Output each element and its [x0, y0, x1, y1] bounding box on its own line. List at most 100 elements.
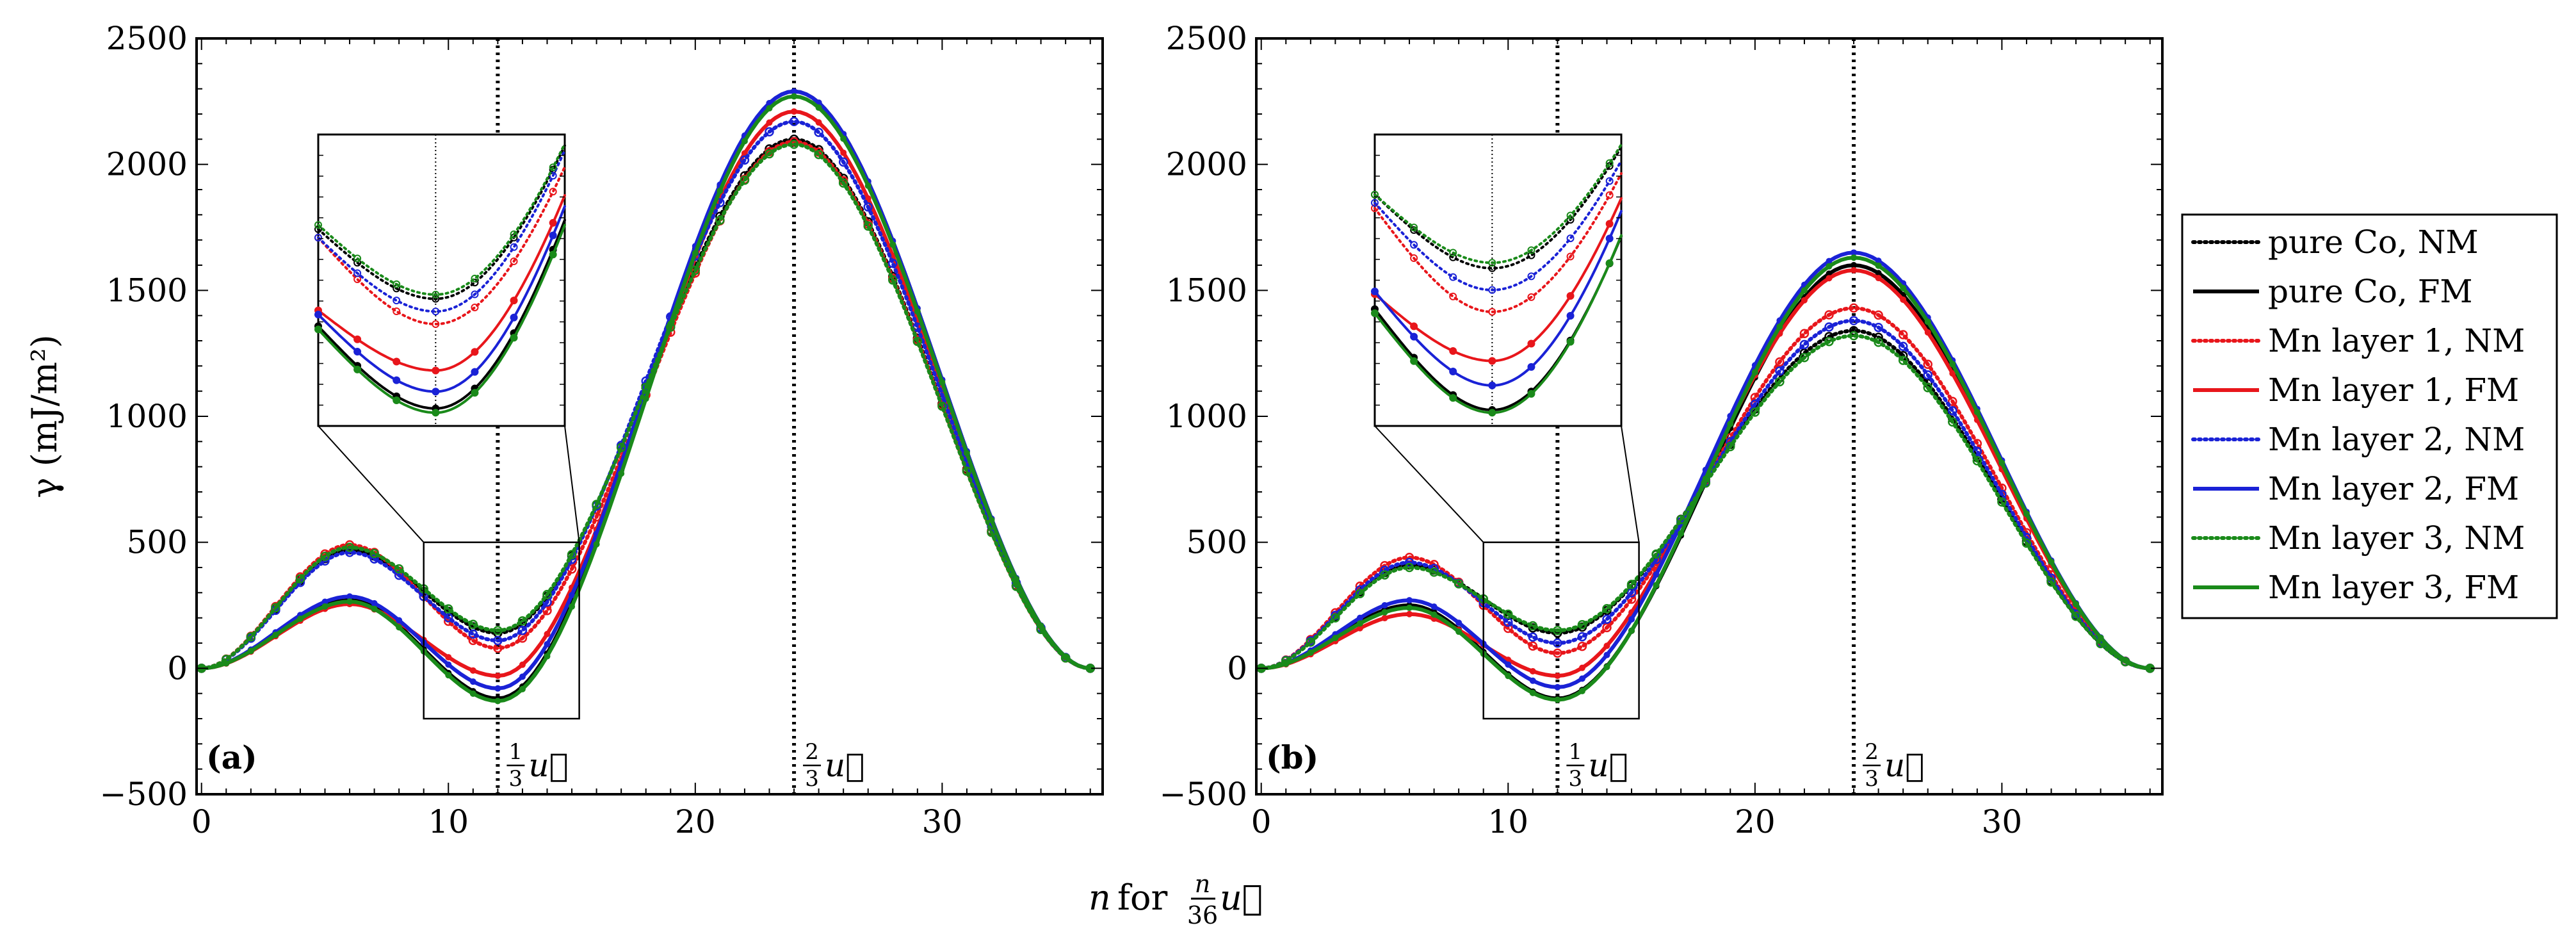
data-point: [320, 551, 330, 561]
legend-label-3: Mn layer 1, FM: [2268, 372, 2519, 409]
data-point: [1849, 316, 1859, 325]
data-point: [2023, 510, 2030, 518]
data-point: [468, 619, 478, 629]
data-point: [1948, 406, 1957, 416]
zoom-connector-right: [1621, 425, 1640, 543]
data-point: [1381, 608, 1388, 616]
vline-third-label-vec: u⃗: [1588, 747, 1628, 784]
data-point: [468, 635, 478, 646]
data-point: [2073, 601, 2080, 608]
inset-point: [393, 297, 401, 305]
data-point: [369, 554, 379, 564]
series-line-4: [199, 119, 1092, 671]
data-point: [766, 119, 773, 126]
inset-point: [1488, 264, 1496, 272]
inset-point: [471, 279, 479, 287]
data-point: [1750, 407, 1760, 417]
inset-series-0: [317, 144, 566, 300]
data-point: [840, 149, 847, 156]
inset-point: [1527, 339, 1535, 348]
inset-point: [471, 290, 479, 298]
inset-point: [1488, 381, 1496, 389]
data-point: [988, 516, 995, 523]
inset-point: [432, 290, 440, 298]
x-tick-label: 0: [191, 803, 212, 840]
data-point: [1727, 420, 1734, 427]
zoom-connector-right: [564, 425, 580, 543]
inset-point: [1488, 259, 1496, 267]
data-point: [1875, 275, 1882, 282]
y-tick-label: 0: [167, 649, 188, 687]
data-point: [1577, 641, 1587, 651]
x-tick-label: 30: [1982, 803, 2023, 840]
inset-point: [510, 313, 518, 322]
inset-point: [1449, 249, 1457, 257]
data-point: [321, 603, 328, 610]
data-point: [1577, 632, 1587, 642]
inset-point: [1527, 272, 1535, 281]
data-point: [396, 617, 403, 624]
y-tick-label: 2000: [1166, 146, 1247, 183]
data-point: [1849, 331, 1859, 341]
data-point: [1554, 696, 1561, 703]
data-point: [2046, 577, 2056, 587]
data-point: [1283, 660, 1290, 667]
data-point: [1973, 409, 1981, 416]
data-point: [1578, 664, 1585, 671]
data-point: [1406, 610, 1413, 617]
data-point: [1923, 383, 1932, 393]
inset-point: [432, 320, 440, 329]
inset-series-6: [1373, 143, 1623, 265]
inset-point: [1410, 357, 1418, 365]
data-point: [2122, 657, 2129, 664]
data-point: [544, 653, 551, 660]
data-point: [444, 613, 453, 623]
inset-point: [353, 254, 362, 263]
panel-b-plot-area: [1256, 38, 2155, 794]
inset-series-6: [317, 142, 566, 296]
data-point: [1455, 619, 1462, 626]
data-point: [939, 379, 946, 386]
data-point: [1603, 664, 1610, 671]
data-point: [493, 626, 503, 635]
data-point: [296, 616, 304, 623]
inset-series-4: [317, 149, 566, 313]
data-point: [469, 678, 476, 685]
data-point: [1037, 623, 1044, 630]
data-point: [838, 178, 848, 188]
data-point: [1874, 338, 1883, 347]
inset-point: [393, 307, 401, 316]
inset-point: [1605, 259, 1614, 267]
data-point: [1949, 361, 1956, 368]
legend-label-7: Mn layer 3, FM: [2268, 569, 2519, 606]
inset-point: [471, 368, 479, 376]
data-point: [445, 672, 452, 679]
data-point: [814, 150, 823, 159]
inset-point: [432, 366, 440, 375]
data-point: [1553, 638, 1562, 648]
vline-third-label: 13 u⃗: [1566, 739, 1628, 792]
data-point: [1898, 330, 1908, 339]
data-point: [1528, 621, 1538, 631]
inset-frame: [1373, 133, 1623, 427]
data-point: [445, 654, 452, 661]
vline-third-label-den: 3: [509, 766, 523, 792]
data-point: [1528, 641, 1538, 651]
data-point: [791, 108, 798, 115]
x-axis-label-for: for: [1117, 878, 1167, 918]
data-point: [1948, 417, 1957, 427]
inset-point: [353, 348, 362, 356]
data-point: [494, 673, 501, 680]
data-point: [469, 667, 476, 674]
inset-point: [432, 388, 440, 396]
data-point: [1775, 366, 1785, 376]
inset-point: [1449, 394, 1457, 402]
data-point: [544, 641, 551, 648]
inset-point: [549, 188, 557, 196]
data-point: [1874, 322, 1883, 332]
data-point: [1355, 589, 1365, 599]
inset-point: [1371, 199, 1379, 207]
